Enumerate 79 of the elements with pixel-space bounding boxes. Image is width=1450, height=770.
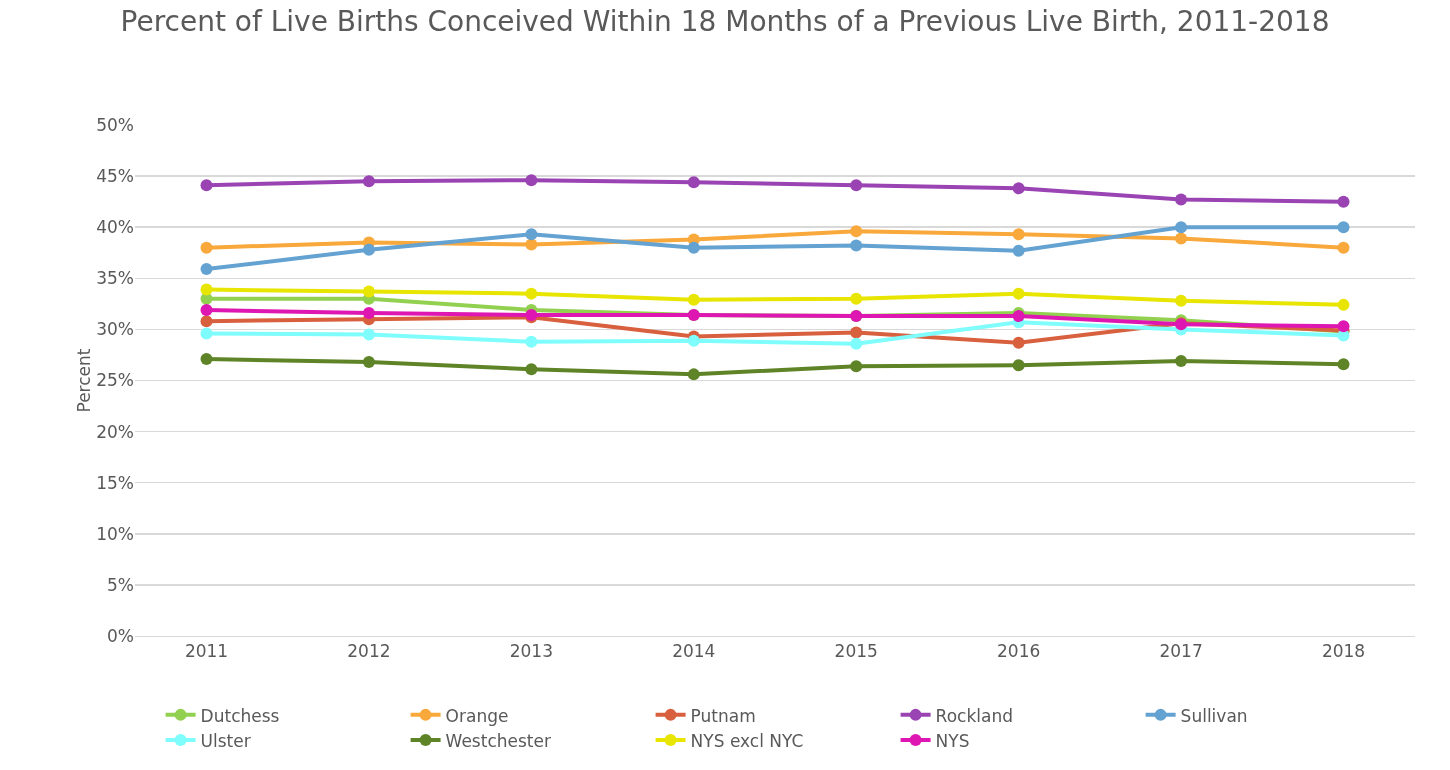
point xyxy=(1012,336,1025,349)
point xyxy=(850,326,863,339)
point xyxy=(1012,287,1025,300)
y-tick-label: 35% xyxy=(96,268,134,289)
point xyxy=(525,228,538,241)
y-tick-label: 30% xyxy=(96,319,134,340)
legend-label: NYS xyxy=(935,730,970,751)
x-tick-label: 2016 xyxy=(997,641,1041,662)
y-tick-label: 50% xyxy=(96,114,134,135)
point xyxy=(850,292,863,305)
point xyxy=(687,368,700,381)
point xyxy=(1337,298,1350,311)
y-tick-label: 20% xyxy=(96,421,134,442)
x-tick-label: 2015 xyxy=(834,641,878,662)
point xyxy=(850,360,863,373)
point xyxy=(525,238,538,251)
x-tick-label: 2014 xyxy=(672,641,716,662)
point xyxy=(200,303,213,316)
x-tick-label: 2011 xyxy=(184,641,229,662)
legend-label: Sullivan xyxy=(1180,705,1248,726)
point xyxy=(687,334,700,347)
legend-label: Rockland xyxy=(935,705,1013,726)
x-tick-label: 2012 xyxy=(347,641,391,662)
point xyxy=(525,174,538,187)
point xyxy=(362,175,375,188)
x-tick-label: 2013 xyxy=(509,641,553,662)
y-tick-label: 0% xyxy=(107,625,134,646)
y-tick-label: 25% xyxy=(96,370,134,391)
legend-label: Dutchess xyxy=(200,705,280,726)
point xyxy=(200,283,213,296)
point xyxy=(200,241,213,254)
legend-label: Orange xyxy=(445,705,509,726)
point xyxy=(687,176,700,189)
point xyxy=(200,315,213,328)
point xyxy=(200,179,213,192)
point xyxy=(200,327,213,340)
point xyxy=(525,363,538,376)
point xyxy=(362,285,375,298)
point xyxy=(687,241,700,254)
point xyxy=(200,263,213,276)
y-tick-label: 5% xyxy=(107,574,134,595)
point xyxy=(525,287,538,300)
point xyxy=(1012,244,1025,257)
point xyxy=(1012,182,1025,195)
y-tick-label: 15% xyxy=(96,472,134,493)
y-axis-title: Percent xyxy=(74,348,95,413)
point xyxy=(1337,195,1350,208)
point xyxy=(850,337,863,350)
y-tick-label: 10% xyxy=(96,523,134,544)
point xyxy=(687,293,700,306)
point xyxy=(362,328,375,341)
chart-title: Percent of Live Births Conceived Within 18 Months of a Previous Live Birth, 2011-2018 xyxy=(120,5,1330,39)
legend-label: NYS excl NYC xyxy=(690,730,804,751)
point xyxy=(200,353,213,366)
point xyxy=(1175,294,1188,307)
point xyxy=(1012,228,1025,241)
legend-label: Ulster xyxy=(200,730,251,751)
point xyxy=(362,307,375,320)
legend-label: Putnam xyxy=(690,705,756,726)
point xyxy=(1175,221,1188,234)
point xyxy=(362,243,375,256)
point xyxy=(1337,358,1350,371)
point xyxy=(1337,241,1350,254)
point xyxy=(1175,193,1188,206)
x-tick-label: 2018 xyxy=(1321,641,1366,662)
point xyxy=(1337,221,1350,234)
point xyxy=(362,356,375,369)
point xyxy=(1012,359,1025,372)
point xyxy=(850,225,863,238)
y-tick-label: 40% xyxy=(96,217,134,238)
legend-label: Westchester xyxy=(445,730,551,751)
x-tick-label: 2017 xyxy=(1159,641,1203,662)
y-tick-label: 45% xyxy=(96,166,134,187)
point xyxy=(1175,355,1188,368)
point xyxy=(850,239,863,252)
point xyxy=(850,179,863,192)
point xyxy=(1175,232,1188,245)
point xyxy=(525,335,538,348)
point xyxy=(1337,320,1350,333)
